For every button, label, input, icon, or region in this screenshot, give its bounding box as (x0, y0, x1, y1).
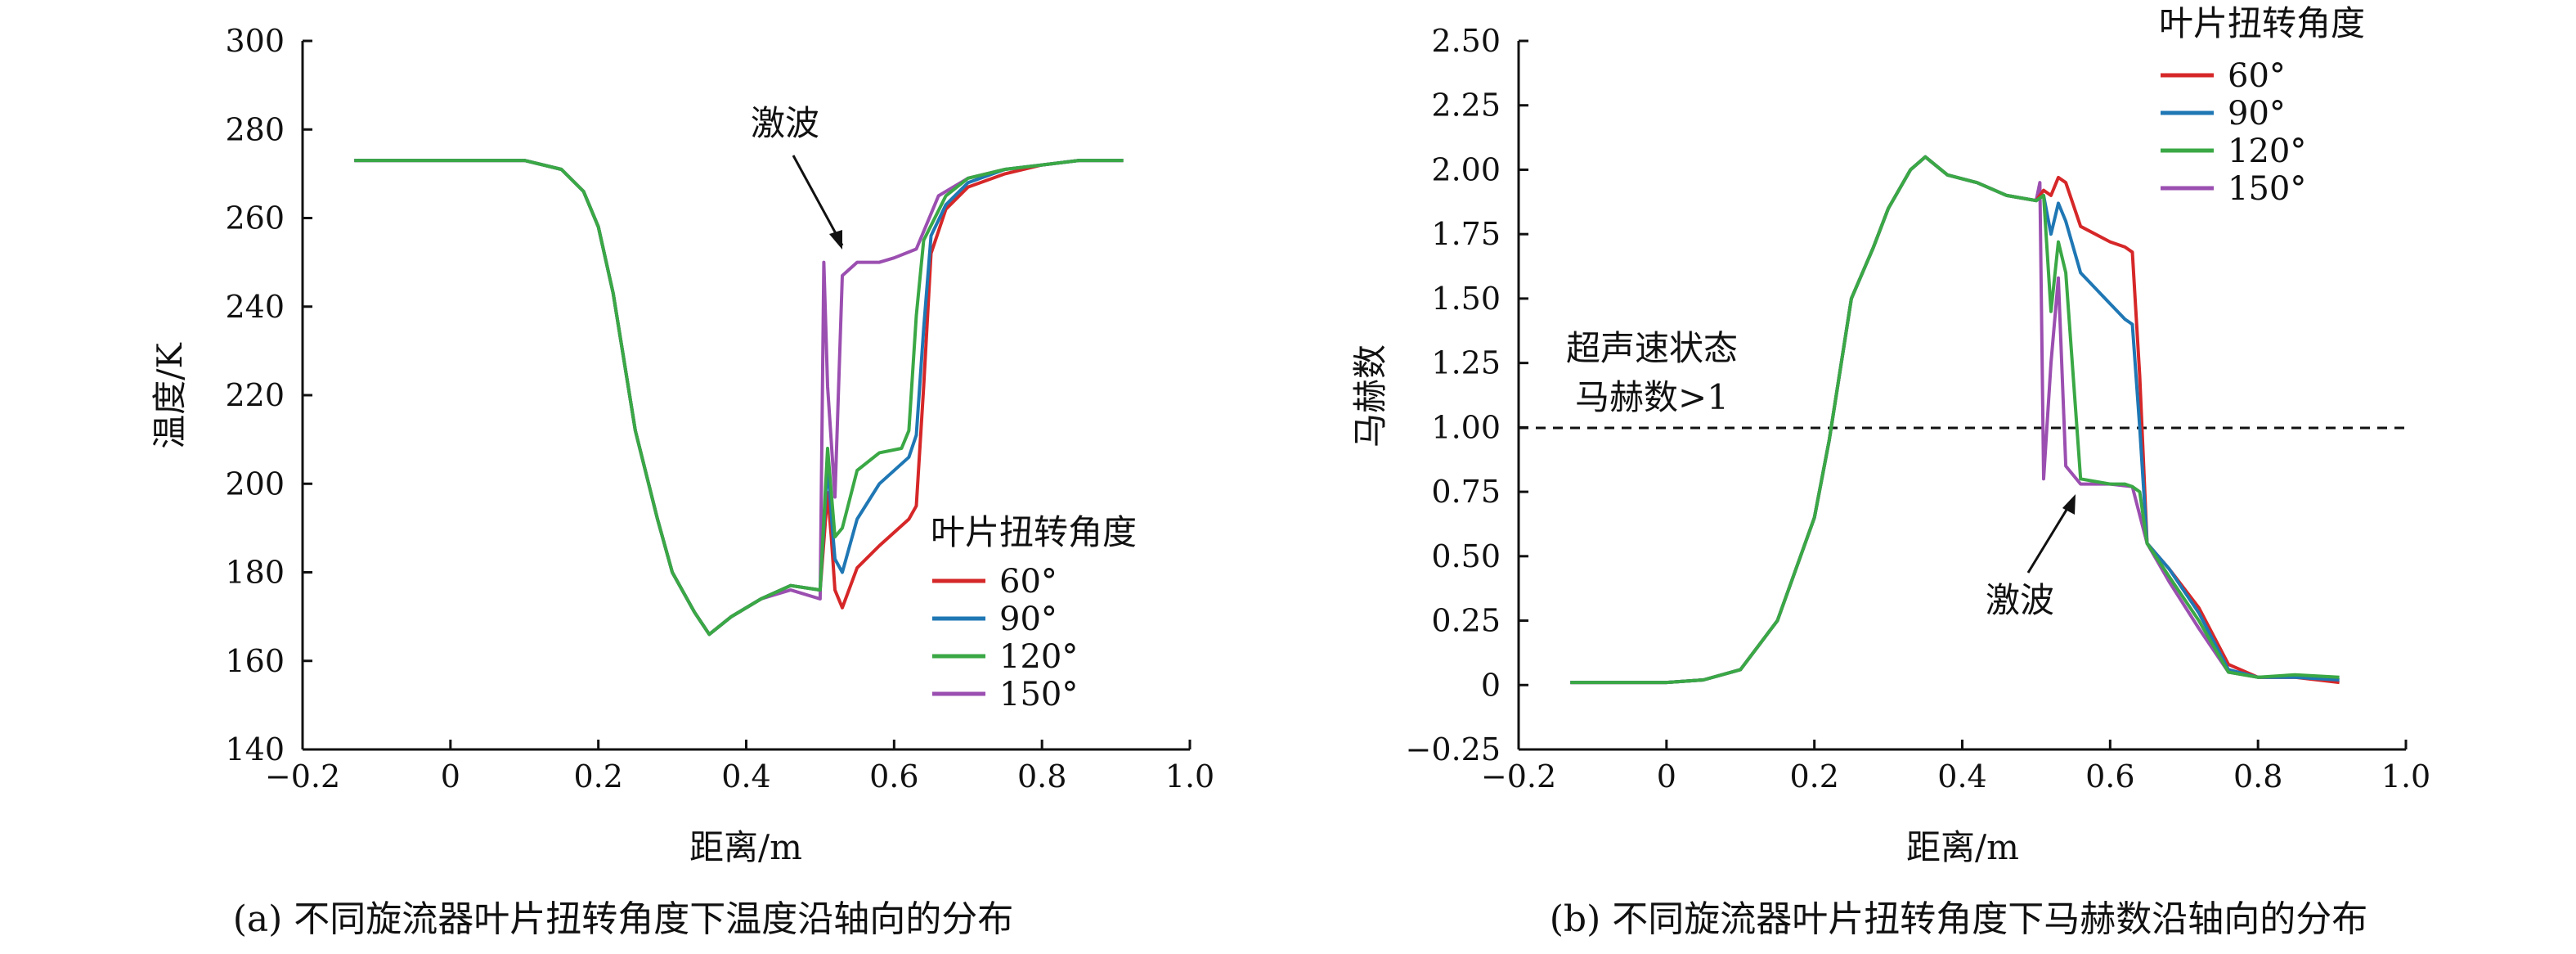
chart-b-ytick-label: 0 (1481, 667, 1501, 703)
chart-a-ytick-label: 280 (225, 111, 285, 147)
chart-b-ytick-label: 1.75 (1431, 216, 1501, 252)
chart-a-series (354, 159, 1124, 637)
chart-a-xtick-label: 0.8 (1017, 758, 1066, 794)
chart-b-series-60deg (1570, 155, 2340, 685)
chart-a-legend-label-120: 120° (999, 638, 1078, 676)
chart-b-xtick-label: −0.2 (1481, 758, 1556, 794)
chart-a-xtick-label: 1.0 (1165, 758, 1214, 794)
chart-b-xtick-label: 0 (1657, 758, 1676, 794)
chart-a-xlabel: 距离/m (689, 827, 802, 867)
chart-a: −0.2 0 0.2 0.4 0.6 0.8 1.0 140 160 180 200 220 240 26… (150, 23, 1214, 940)
chart-a-series-120deg (354, 159, 1124, 637)
chart-b-ytick-label: 1.00 (1431, 409, 1501, 445)
chart-b-legend-label-120: 120° (2228, 133, 2306, 170)
chart-b-legend: 叶片扭转角度 60° 90° 120° 150° (2159, 3, 2365, 208)
chart-b-caption: (b) 不同旋流器叶片扭转角度下马赫数沿轴向的分布 (1550, 898, 2367, 940)
chart-b-xtick-label: 0.8 (2233, 758, 2282, 794)
chart-a-legend-label-150: 150° (999, 676, 1078, 713)
chart-a-ytick-label: 240 (225, 289, 285, 325)
chart-a-legend-title: 叶片扭转角度 (931, 512, 1137, 552)
chart-b-series-150deg (1570, 155, 2340, 685)
chart-b-legend-label-150: 150° (2228, 170, 2306, 208)
chart-b-ytick-label: 2.00 (1431, 151, 1501, 187)
chart-a-legend: 叶片扭转角度 60° 90° 120° 150° (931, 512, 1137, 713)
chart-b-ytick-label: 2.50 (1431, 23, 1501, 59)
chart-a-shock-arrow (792, 155, 844, 246)
chart-b-xtick-label: 1.0 (2381, 758, 2430, 794)
chart-b-ytick-label: 2.25 (1431, 88, 1501, 124)
chart-b-shock-annotation: 激波 (1986, 580, 2054, 620)
chart-a-caption: (a) 不同旋流器叶片扭转角度下温度沿轴向的分布 (233, 898, 1014, 940)
chart-a-legend-label-90: 90° (999, 601, 1057, 638)
chart-b-ytick-label: 0.25 (1431, 603, 1501, 639)
chart-a-xtick-label: 0.2 (573, 758, 622, 794)
chart-a-ylabel: 温度/K (150, 342, 190, 449)
chart-b-shock-arrowhead (2062, 494, 2076, 515)
chart-a-shock-annotation: 激波 (751, 103, 819, 143)
chart-a-xtick-label: −0.2 (265, 758, 340, 794)
chart-b-xlabel: 距离/m (1906, 827, 2019, 867)
chart-a-legend-label-60: 60° (999, 563, 1057, 601)
chart-b-ytick-label: 0.75 (1431, 474, 1501, 510)
chart-a-ytick-label: 220 (225, 377, 285, 413)
chart-b-ytick-label: 1.25 (1431, 345, 1501, 381)
chart-a-ytick-label: 160 (225, 643, 285, 679)
chart-b-ytick-label: −0.25 (1406, 731, 1501, 767)
chart-a-ytick-label: 200 (225, 466, 285, 502)
chart-b-ticks: −0.2 0 0.2 0.4 0.6 0.8 1.0 −0.25 0 0.25 0.50 0.75 1.… (1406, 23, 2431, 794)
chart-b-mach-gt1-annotation: 马赫数>1 (1575, 377, 1729, 417)
chart-b-shock-arrow (2026, 498, 2075, 574)
chart-a-xtick-label: 0 (441, 758, 460, 794)
chart-b-series-90deg (1570, 155, 2340, 685)
chart-b-legend-label-90: 90° (2228, 95, 2286, 133)
chart-b-legend-label-60: 60° (2228, 57, 2286, 95)
chart-a-ytick-label: 140 (225, 731, 285, 767)
chart-b-ylabel: 马赫数 (1350, 344, 1390, 448)
chart-a-ytick-label: 260 (225, 200, 285, 236)
chart-b-ytick-label: 0.50 (1431, 538, 1501, 574)
chart-b-ytick-label: 1.50 (1431, 281, 1501, 317)
chart-b: −0.2 0 0.2 0.4 0.6 0.8 1.0 −0.25 0 0.25 0.50 0.75 1.… (1350, 3, 2430, 940)
chart-a-ytick-label: 300 (225, 23, 285, 59)
chart-b-series (1570, 155, 2340, 685)
chart-b-xtick-label: 0.2 (1789, 758, 1838, 794)
chart-a-xtick-label: 0.6 (869, 758, 918, 794)
chart-b-xtick-label: 0.4 (1937, 758, 1986, 794)
chart-b-legend-title: 叶片扭转角度 (2159, 3, 2365, 43)
chart-a-ticks: −0.2 0 0.2 0.4 0.6 0.8 1.0 140 160 180 200 220 240 26… (225, 23, 1214, 794)
chart-b-supersonic-annotation: 超声速状态 (1566, 328, 1738, 368)
chart-a-shock-arrowhead (829, 230, 842, 250)
chart-a-ytick-label: 180 (225, 555, 285, 591)
chart-b-series-120deg (1570, 155, 2340, 685)
chart-a-xtick-label: 0.4 (721, 758, 770, 794)
chart-b-xtick-label: 0.6 (2085, 758, 2134, 794)
